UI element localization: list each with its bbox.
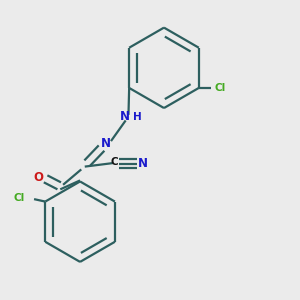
Text: N: N (101, 137, 111, 150)
Text: Cl: Cl (13, 193, 24, 203)
Text: C: C (111, 157, 118, 167)
Text: N: N (137, 157, 147, 170)
Text: H: H (133, 112, 142, 122)
Text: O: O (33, 171, 43, 184)
Text: N: N (120, 110, 130, 123)
Text: Cl: Cl (215, 83, 226, 93)
